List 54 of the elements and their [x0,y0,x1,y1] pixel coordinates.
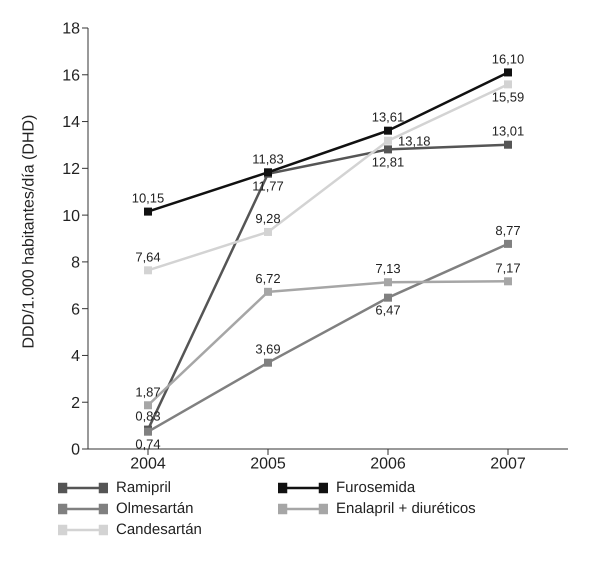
y-tick-label: 10 [62,208,80,225]
point [264,228,272,236]
y-axis-title: DDD/1.000 habitantes/día (DHD) [20,114,38,348]
data-label: 7,64 [135,249,161,264]
y-tick-label: 2 [71,394,80,412]
data-label: 0,74 [135,436,161,452]
point [144,401,152,410]
y-tick-label: 6 [71,301,80,318]
point [504,240,512,248]
x-tick-label: 2005 [250,455,286,472]
data-label: 13,01 [492,124,524,139]
x-tick-label: 2007 [490,455,526,472]
data-label: 8,77 [495,222,521,238]
point [264,358,272,367]
data-label: 11,83 [252,151,284,166]
y-tick-label: 18 [62,20,80,38]
data-label: 10,15 [132,190,164,206]
legend-label: Candesartán [116,521,202,538]
data-label: 6,72 [255,270,281,286]
point [384,278,392,286]
point [144,208,152,216]
y-tick-label: 4 [71,348,80,366]
data-label: 13,18 [398,134,431,149]
point [504,140,512,149]
y-tick-label: 0 [71,442,80,459]
y-tick-label: 14 [62,114,80,132]
data-label: 7,17 [495,260,521,276]
legend-label: Olmesartán [116,500,194,517]
y-tick-label: 16 [62,67,80,84]
point [144,266,152,274]
data-label: 3,69 [255,342,281,357]
data-label: 1,87 [135,384,161,400]
legend-label: Enalapril + diuréticos [336,500,476,517]
point [504,277,512,286]
data-label: 16,10 [492,51,524,66]
point [504,68,512,76]
point [384,145,392,154]
data-label: 6,47 [375,302,401,318]
x-tick-label: 2004 [130,455,166,472]
data-label: 13,61 [372,110,404,125]
data-label: 12,81 [372,154,404,170]
point [504,80,512,88]
data-label: 15,59 [492,89,524,104]
point [264,288,272,296]
point [384,136,392,145]
y-tick-label: 8 [71,254,80,272]
point [384,126,392,135]
x-tick-label: 2006 [370,455,406,472]
data-label: 9,28 [255,210,281,226]
y-tick-label: 12 [62,161,80,178]
point [384,294,392,302]
legend-label: Furosemida [336,479,416,496]
data-label: 7,13 [375,261,401,276]
legend-label: Ramipril [116,479,172,496]
